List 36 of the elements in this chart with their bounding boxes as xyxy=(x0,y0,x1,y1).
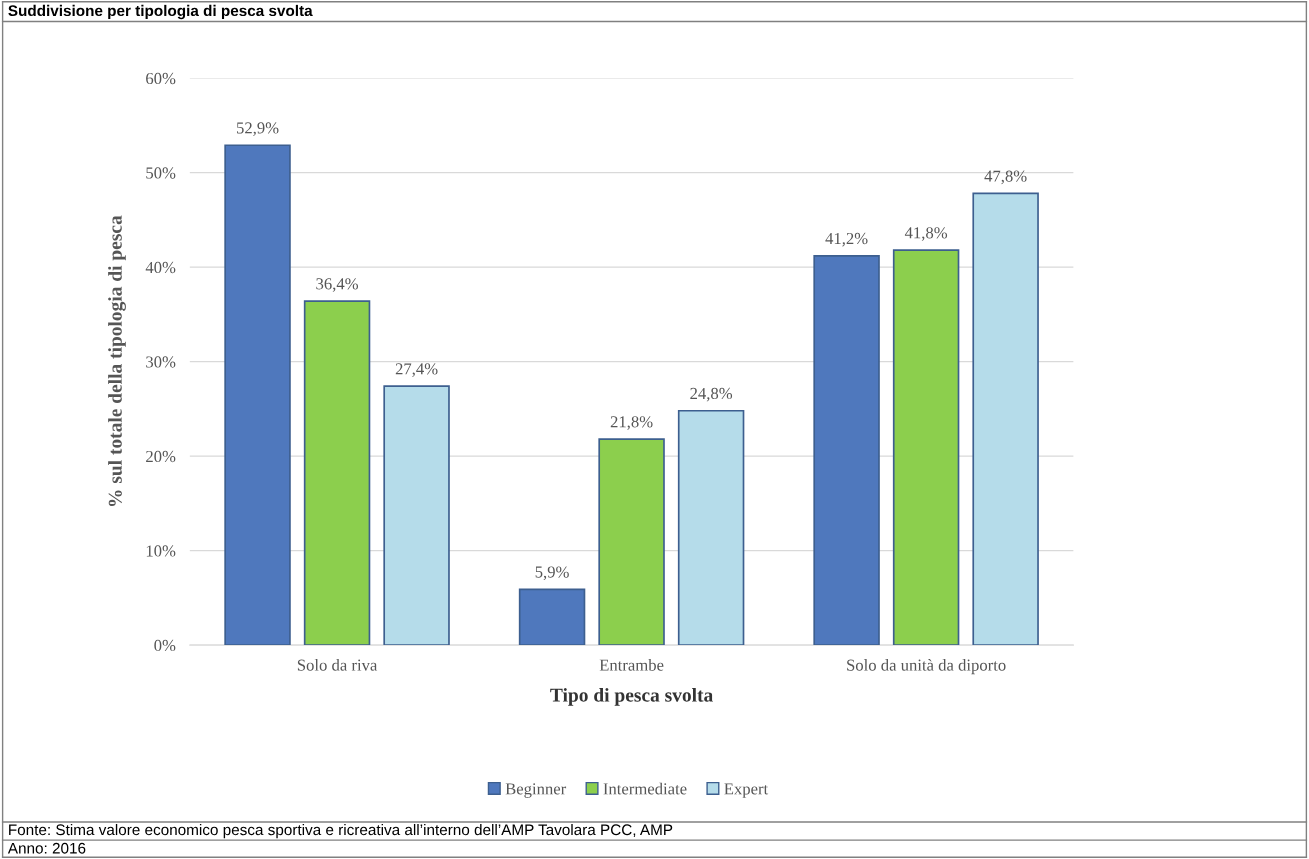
chart-title: Suddivisione per tipologia di pesca svolta xyxy=(8,4,313,20)
bar xyxy=(224,144,291,646)
y-axis-title: % sul totale della tipologia di pesca xyxy=(108,215,126,507)
data-label: 21,8% xyxy=(610,416,653,430)
bar xyxy=(813,254,880,646)
data-label: 36,4% xyxy=(316,278,359,292)
y-tick-label: 60% xyxy=(146,72,176,85)
x-tick-label: Solo da riva xyxy=(297,659,378,671)
y-tick-label: 30% xyxy=(146,356,176,368)
legend-label: Expert xyxy=(724,783,769,798)
data-label: 52,9% xyxy=(236,122,279,136)
data-label: 41,8% xyxy=(904,227,948,241)
data-label: 47,8% xyxy=(984,170,1027,185)
y-tick-label: 50% xyxy=(146,167,176,179)
x-tick-label: Solo da unità da diporto xyxy=(847,659,1006,675)
bar xyxy=(892,249,960,646)
x-axis-title: Tipo di pesca svolta xyxy=(550,688,713,706)
data-label: 27,4% xyxy=(395,363,438,377)
bar xyxy=(972,192,1039,646)
data-label: 24,8% xyxy=(690,387,733,402)
y-tick-label: 10% xyxy=(146,545,176,557)
legend-label: Intermediate xyxy=(603,782,687,795)
y-tick-label: 20% xyxy=(146,450,176,463)
x-tick-label: Entrambe xyxy=(599,659,664,671)
y-tick-label: 0% xyxy=(154,639,176,652)
data-label: 41,2% xyxy=(825,232,868,247)
bar xyxy=(303,300,371,646)
source-note: Fonte: Stima valore economico pesca sportiva e ricreativa all’interno dell’AMP Tavolara PCC, AMP xyxy=(9,823,673,839)
bar xyxy=(677,409,745,646)
bar xyxy=(518,588,586,646)
bar xyxy=(383,385,450,646)
bar xyxy=(598,438,665,646)
data-label: 5,9% xyxy=(535,566,569,581)
y-tick-label: 40% xyxy=(145,261,176,274)
text: Anno: 2016 xyxy=(7,842,86,854)
legend-label: Beginner xyxy=(505,783,567,798)
